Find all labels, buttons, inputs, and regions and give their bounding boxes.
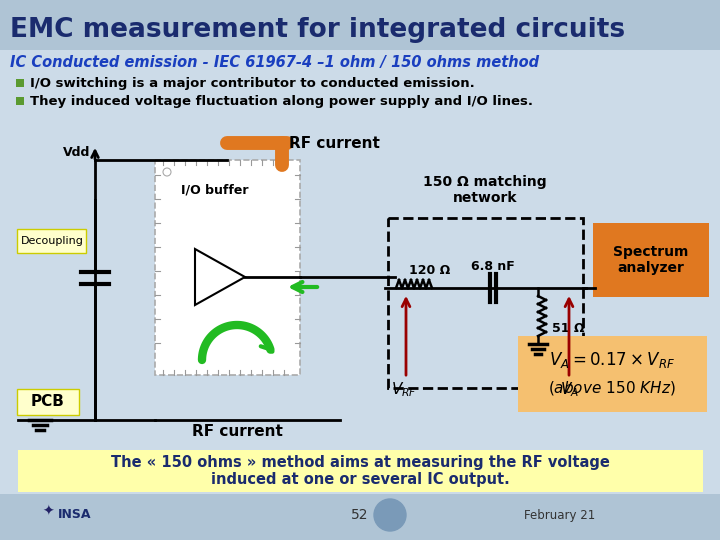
Text: The « 150 ohms » method aims at measuring the RF voltage
induced at one or sever: The « 150 ohms » method aims at measurin… xyxy=(111,455,609,487)
Text: They induced voltage fluctuation along power supply and I/O lines.: They induced voltage fluctuation along p… xyxy=(30,96,533,109)
Text: 120 Ω: 120 Ω xyxy=(410,264,451,276)
Text: IC Conducted emission - IEC 61967-4 –1 ohm / 150 ohms method: IC Conducted emission - IEC 61967-4 –1 o… xyxy=(10,55,539,70)
Text: 52: 52 xyxy=(351,508,369,522)
FancyBboxPatch shape xyxy=(17,389,79,415)
Bar xyxy=(18,450,703,492)
Text: $(above\ 150\ KHz)$: $(above\ 150\ KHz)$ xyxy=(548,379,676,397)
Bar xyxy=(16,79,24,87)
Text: Decoupling: Decoupling xyxy=(21,236,84,246)
Text: I/O switching is a major contributor to conducted emission.: I/O switching is a major contributor to … xyxy=(30,78,474,91)
Text: ✦: ✦ xyxy=(42,505,54,519)
Bar xyxy=(155,160,300,375)
Text: 6.8 nF: 6.8 nF xyxy=(471,260,515,273)
Polygon shape xyxy=(195,249,245,305)
Circle shape xyxy=(277,138,287,148)
Bar xyxy=(0,494,720,540)
Text: $V_A = 0.17 \times V_{RF}$: $V_A = 0.17 \times V_{RF}$ xyxy=(549,350,675,370)
Text: Vdd: Vdd xyxy=(63,145,90,159)
Text: Spectrum
analyzer: Spectrum analyzer xyxy=(613,245,689,275)
FancyBboxPatch shape xyxy=(518,336,707,412)
Text: RF current: RF current xyxy=(192,424,282,440)
Text: RF current: RF current xyxy=(289,136,380,151)
Text: $V_{RF}$: $V_{RF}$ xyxy=(391,381,417,400)
Text: February 21: February 21 xyxy=(524,509,595,522)
Text: INSA: INSA xyxy=(58,509,91,522)
Bar xyxy=(16,97,24,105)
Bar xyxy=(0,50,720,490)
Text: PCB: PCB xyxy=(31,395,65,409)
Text: 150 Ω matching
network: 150 Ω matching network xyxy=(423,175,546,205)
FancyBboxPatch shape xyxy=(17,229,86,253)
Text: 51 Ω: 51 Ω xyxy=(552,321,585,334)
Circle shape xyxy=(163,168,171,176)
Text: $V_A$: $V_A$ xyxy=(559,381,578,400)
FancyBboxPatch shape xyxy=(593,223,709,297)
Text: I/O buffer: I/O buffer xyxy=(181,184,248,197)
Bar xyxy=(0,0,720,50)
Text: EMC measurement for integrated circuits: EMC measurement for integrated circuits xyxy=(10,17,625,43)
Circle shape xyxy=(374,499,406,531)
